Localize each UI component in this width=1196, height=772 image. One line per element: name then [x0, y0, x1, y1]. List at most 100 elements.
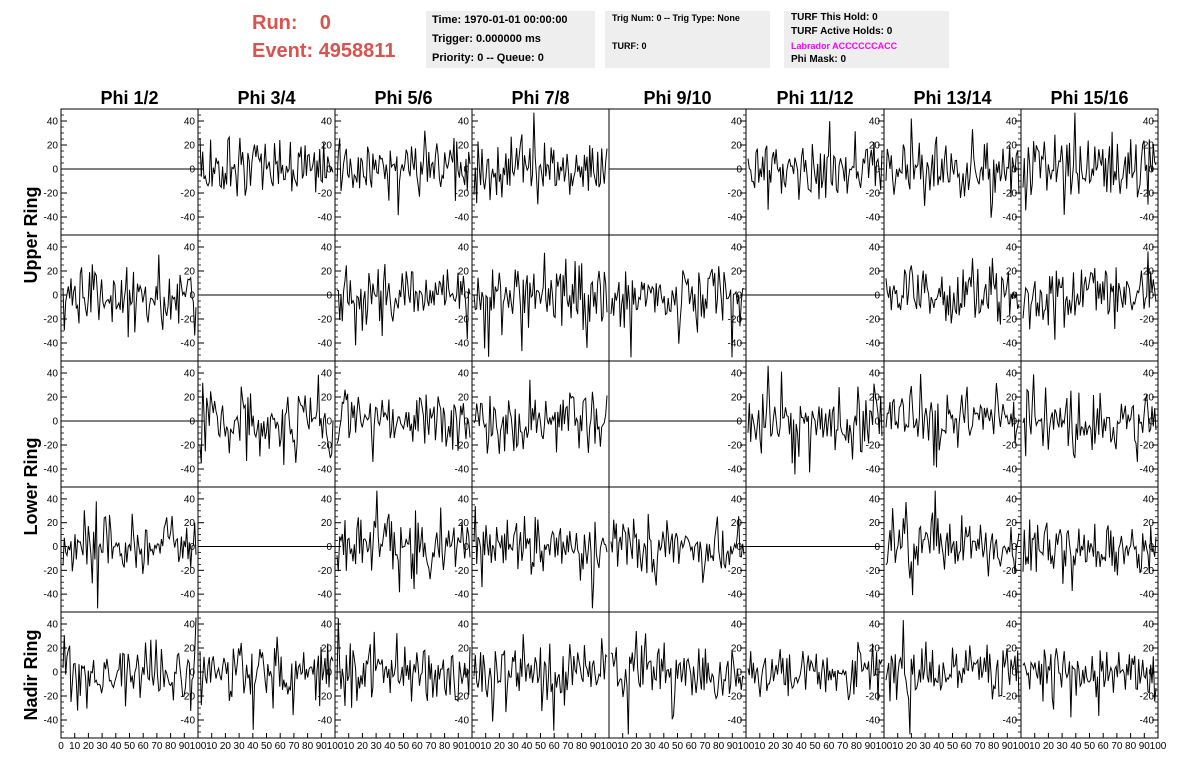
- panel-frame: [197, 108, 336, 236]
- y-tick-label: 40: [731, 243, 743, 254]
- y-tick-label: 40: [47, 243, 59, 254]
- x-tick-label: 90: [179, 741, 191, 752]
- y-tick-label: -20: [728, 566, 743, 577]
- y-tick-label: 0: [874, 291, 880, 302]
- waveform-trace: [62, 254, 197, 338]
- y-tick-label: -40: [866, 590, 881, 601]
- y-tick-label: 20: [1143, 644, 1155, 655]
- y-tick-label: 20: [869, 267, 881, 278]
- column-header-3: Phi 5/6: [374, 88, 432, 108]
- column-header-2: Phi 3/4: [237, 88, 295, 108]
- waveform-trace: [1022, 519, 1157, 592]
- panel-r4-c4: -40 -20 0 20 40: [455, 486, 610, 613]
- y-tick-label: 20: [47, 141, 59, 152]
- panel-r3-c3: -40 -20 0 20 40: [318, 360, 473, 488]
- y-tick-label: 0: [463, 668, 469, 679]
- x-tick-label: 20: [357, 741, 369, 752]
- time-text: Time: 1970-01-01 00:00:00: [432, 14, 568, 26]
- x-tick-label: 100: [464, 741, 481, 752]
- x-tick-label: 60: [823, 741, 835, 752]
- turf-this-hold-text: TURF This Hold: 0: [791, 12, 878, 23]
- row-label-3: Nadir Ring: [21, 629, 41, 720]
- panel-r1-c6: -40 -20 0 20 40: [745, 108, 885, 236]
- y-tick-label: 0: [463, 542, 469, 553]
- x-tick-label: 70: [562, 741, 574, 752]
- x-tick-label: 60: [275, 741, 287, 752]
- x-tick-label: 0: [58, 741, 64, 752]
- y-tick-label: -40: [181, 716, 196, 727]
- y-tick-label: 20: [1143, 393, 1155, 404]
- y-tick-label: 40: [47, 620, 59, 631]
- y-tick-label: 20: [731, 518, 743, 529]
- panel-frame: [60, 108, 199, 236]
- y-tick-label: 0: [326, 668, 332, 679]
- y-tick-label: 40: [1143, 117, 1155, 128]
- waveform-trace: [199, 636, 334, 730]
- y-tick-label: 0: [189, 417, 195, 428]
- waveform-trace: [885, 620, 1020, 735]
- labrador-text: Labrador ACCCCCCACC: [791, 41, 898, 51]
- y-tick-label: -20: [866, 441, 881, 452]
- y-tick-label: 20: [731, 267, 743, 278]
- y-tick-label: 40: [869, 620, 881, 631]
- x-tick-label: 40: [247, 741, 259, 752]
- trigger-text: Trigger: 0.000000 ms: [432, 33, 541, 45]
- event-value: 4958811: [318, 40, 396, 62]
- y-tick-label: 20: [321, 518, 333, 529]
- y-tick-label: -40: [728, 590, 743, 601]
- y-tick-label: -20: [44, 692, 59, 703]
- y-tick-label: -40: [1003, 716, 1018, 727]
- y-tick-label: 0: [189, 668, 195, 679]
- waveform-trace: [1022, 374, 1157, 462]
- event-line: Event: 4958811: [252, 37, 395, 65]
- y-tick-label: 0: [189, 542, 195, 553]
- y-tick-label: 0: [189, 165, 195, 176]
- panel-frame: [745, 486, 885, 613]
- y-tick-label: 20: [1006, 267, 1018, 278]
- y-tick-label: 0: [326, 417, 332, 428]
- column-header-8: Phi 15/16: [1050, 88, 1128, 108]
- x-tick-label: 70: [151, 741, 163, 752]
- x-tick-label: 40: [796, 741, 808, 752]
- row-label-1: Upper Ring: [21, 187, 41, 284]
- panel-frame: [883, 234, 1022, 362]
- y-tick-label: 0: [463, 165, 469, 176]
- y-tick-label: -20: [318, 441, 333, 452]
- run-line: Run: 0: [252, 9, 395, 37]
- y-tick-label: 40: [47, 494, 59, 505]
- waveform-trace: [610, 266, 745, 358]
- waveform-trace: [747, 641, 883, 701]
- y-tick-label: 0: [874, 417, 880, 428]
- x-tick-label: 80: [851, 741, 863, 752]
- panel-frame: [883, 108, 1022, 236]
- y-tick-label: 20: [184, 644, 196, 655]
- y-tick-label: 0: [326, 291, 332, 302]
- x-tick-label: 60: [961, 741, 973, 752]
- x-tick-label: 50: [124, 741, 136, 752]
- panel-r2-c3: -40 -20 0 20 40: [318, 234, 473, 362]
- y-tick-label: -20: [455, 441, 470, 452]
- x-tick-label: 30: [782, 741, 794, 752]
- y-tick-label: 20: [731, 644, 743, 655]
- x-tick-label: 40: [658, 741, 670, 752]
- y-tick-label: 40: [458, 369, 470, 380]
- y-tick-label: -40: [181, 213, 196, 224]
- x-tick-label: 30: [920, 741, 932, 752]
- x-tick-label: 20: [768, 741, 780, 752]
- panel-r1-c4: -40 -20 0 20 40: [455, 108, 610, 236]
- y-tick-label: -40: [1140, 339, 1155, 350]
- panel-frame: [60, 360, 199, 488]
- y-tick-label: 40: [869, 369, 881, 380]
- x-tick-label: 10: [206, 741, 218, 752]
- y-tick-label: 20: [47, 393, 59, 404]
- y-tick-label: -20: [728, 189, 743, 200]
- y-tick-label: -40: [1003, 465, 1018, 476]
- y-tick-label: 40: [1006, 117, 1018, 128]
- x-tick-label: 70: [288, 741, 300, 752]
- y-tick-label: -40: [1140, 590, 1155, 601]
- y-tick-label: 20: [869, 518, 881, 529]
- y-tick-label: -40: [44, 716, 59, 727]
- waveform-trace: [473, 112, 608, 205]
